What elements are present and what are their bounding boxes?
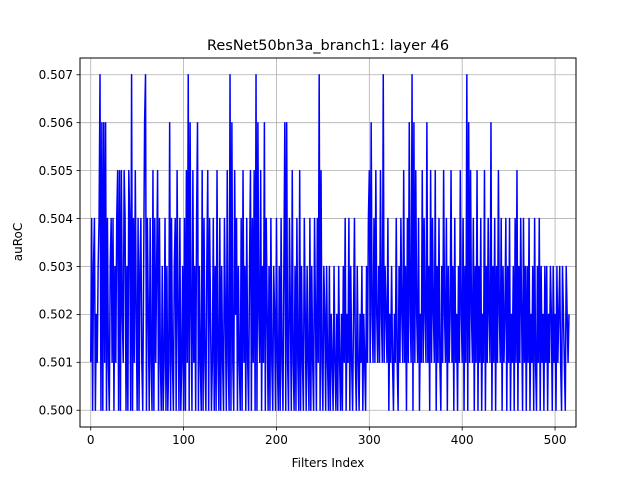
x-tick-label: 100 xyxy=(172,433,195,447)
axes-frame xyxy=(79,57,577,428)
y-tick-label: 0.501 xyxy=(39,356,73,370)
y-tick-label: 0.504 xyxy=(39,212,73,226)
x-tick-label: 300 xyxy=(358,433,381,447)
x-axis-label: Filters Index xyxy=(292,456,365,470)
chart-title: ResNet50bn3a_branch1: layer 46 xyxy=(207,38,449,54)
y-tick-label: 0.505 xyxy=(39,164,73,178)
y-tick-label: 0.500 xyxy=(39,404,73,418)
y-axis-label: auRoC xyxy=(11,223,25,261)
x-tick-label: 400 xyxy=(451,433,474,447)
x-tick-label: 0 xyxy=(87,433,95,447)
y-tick-label: 0.506 xyxy=(39,116,73,130)
y-tick-label: 0.503 xyxy=(39,260,73,274)
x-tick-label: 200 xyxy=(265,433,288,447)
y-axis-ticks: 0.500 0.501 0.502 0.503 0.504 0.505 0.506 0.507 xyxy=(39,68,80,418)
plot-area xyxy=(89,74,570,411)
x-axis-ticks: 0 100 200 300 400 500 xyxy=(87,427,567,447)
y-tick-label: 0.502 xyxy=(39,308,73,322)
x-tick-label: 500 xyxy=(544,433,567,447)
y-tick-label: 0.507 xyxy=(39,68,73,82)
series-line xyxy=(89,74,570,411)
